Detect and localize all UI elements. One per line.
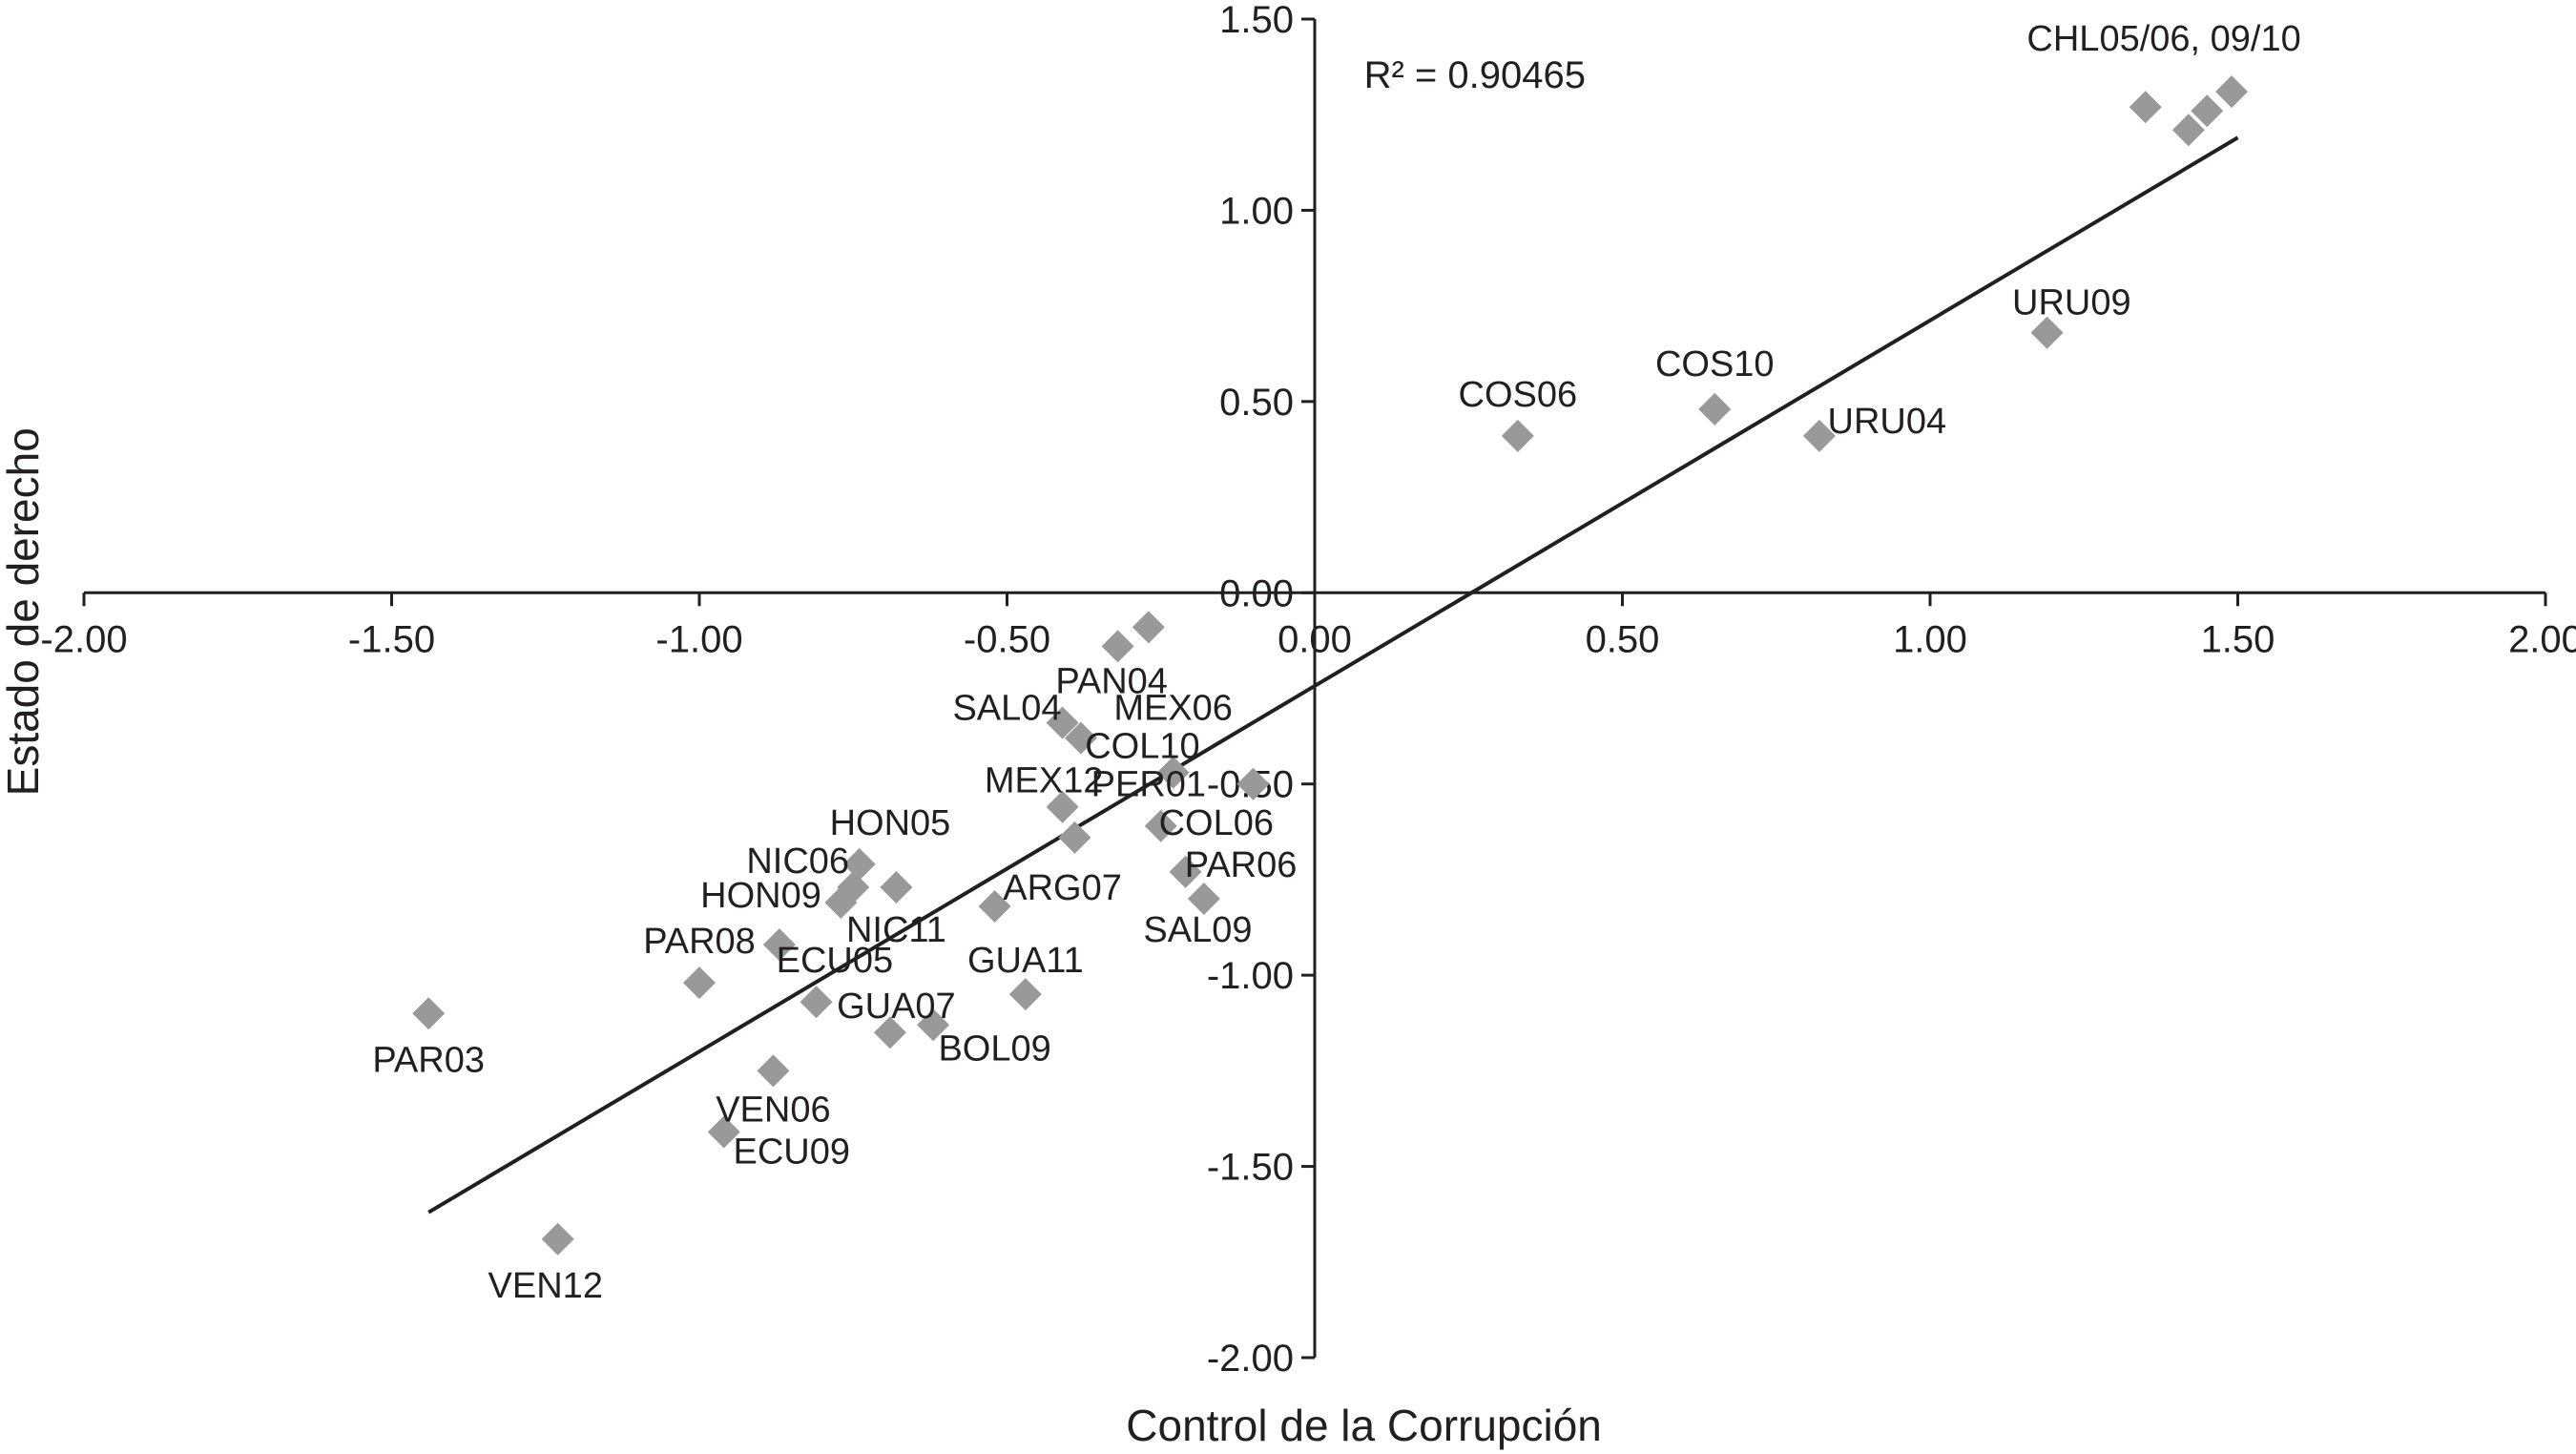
data-point [1169, 855, 1202, 888]
x-tick-label: -1.00 [655, 618, 742, 660]
data-point [842, 847, 876, 881]
y-tick-label: 0.00 [1219, 572, 1294, 614]
x-tick-label: 2.00 [2508, 618, 2576, 660]
point-label: PAN04 [1055, 661, 1168, 701]
point-label: VEN06 [716, 1090, 830, 1130]
x-axis-title: Control de la Corrupción [1126, 1401, 1602, 1450]
data-point [1144, 809, 1177, 842]
point-label: HON05 [830, 803, 951, 843]
trendline-group [427, 135, 2239, 1215]
y-tick-label: -1.00 [1207, 955, 1294, 997]
point-label: VEN12 [488, 1266, 603, 1306]
point-label: SAL04 [952, 689, 1061, 729]
r-squared-label: R² = 0.90465 [1364, 54, 1586, 96]
data-point [757, 1054, 790, 1088]
point-label: ECU05 [777, 941, 894, 981]
point-label: COS06 [1459, 375, 1578, 415]
data-point [1156, 756, 1190, 789]
y-tick-label: -2.00 [1207, 1338, 1294, 1380]
point-label: SAL09 [1143, 910, 1252, 950]
point-label: PAR08 [643, 922, 756, 962]
data-point [1187, 882, 1220, 915]
point-label: GUA11 [967, 941, 1084, 981]
data-point [1008, 978, 1042, 1011]
point-label: MEX06 [1113, 689, 1233, 729]
point-label: NIC11 [846, 910, 946, 950]
data-point [2215, 75, 2249, 109]
point-label: PAR03 [372, 1040, 485, 1080]
data-point [1501, 419, 1534, 452]
data-point [1064, 721, 1097, 755]
point-label: HON09 [700, 876, 821, 916]
x-tick-label: 1.00 [1893, 618, 1967, 660]
point-label: CHL05/06, 09/10 [2026, 19, 2300, 59]
data-point [1046, 706, 1079, 739]
data-point [412, 997, 446, 1030]
point-label: GUA07 [837, 987, 956, 1027]
point-label: COL10 [1085, 727, 1199, 767]
data-point [762, 928, 796, 962]
x-tick-label: -1.50 [348, 618, 435, 660]
x-tick-label: -2.00 [40, 618, 127, 660]
data-point [2171, 114, 2205, 147]
x-tick-label: 0.50 [1586, 618, 1660, 660]
data-point [880, 870, 913, 904]
data-point [1046, 790, 1079, 823]
point-label: URU09 [2012, 283, 2131, 323]
point-label: PER01 [1091, 765, 1206, 805]
y-axis-title: Estado de derecho [0, 427, 48, 796]
data-point [1802, 419, 1836, 452]
data-point [707, 1115, 740, 1149]
data-point [1132, 611, 1165, 644]
data-point [1236, 767, 1270, 800]
points-group [412, 75, 2249, 1256]
data-point [837, 870, 870, 904]
x-tick-label: 1.50 [2201, 618, 2275, 660]
data-point [978, 889, 1011, 923]
data-point [541, 1222, 574, 1256]
point-label: COL06 [1159, 803, 1274, 843]
data-point [2191, 94, 2224, 128]
data-point [683, 966, 716, 1000]
data-point [1058, 820, 1091, 854]
x-tick-label: -0.50 [964, 618, 1050, 660]
point-label: ECU09 [734, 1132, 851, 1173]
point-label: BOL09 [938, 1028, 1050, 1069]
trendline [427, 135, 2239, 1215]
data-point [800, 986, 833, 1019]
data-point [1698, 392, 1732, 426]
x-tick-label: 0.00 [1278, 618, 1352, 660]
point-label: NIC06 [746, 841, 849, 882]
data-point [873, 1016, 906, 1049]
point-label: MEX12 [985, 761, 1104, 801]
point-label: COS10 [1655, 344, 1775, 384]
data-point [1101, 630, 1134, 663]
data-point [917, 1008, 950, 1042]
y-tick-label: 1.50 [1219, 0, 1294, 41]
y-tick-label: 1.00 [1219, 190, 1294, 232]
point-label: ARG07 [1003, 868, 1122, 908]
data-point [2129, 91, 2162, 124]
axes: -2.00 -1.50 -1.00 -0.50 0.00 0.50 1.00 1.50 2.00… [40, 0, 2576, 1380]
point-label: URU04 [1828, 402, 1947, 442]
y-tick-label: -1.50 [1207, 1147, 1294, 1189]
point-label: PAR06 [1185, 845, 1298, 885]
data-point [2030, 316, 2064, 349]
y-tick-label: 0.50 [1219, 382, 1294, 424]
